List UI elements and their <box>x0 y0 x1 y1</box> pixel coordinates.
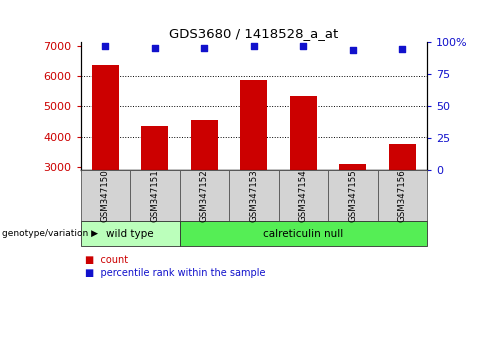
Bar <box>290 96 317 170</box>
Text: calreticulin null: calreticulin null <box>263 229 344 239</box>
Title: GDS3680 / 1418528_a_at: GDS3680 / 1418528_a_at <box>169 27 338 40</box>
Text: GSM347151: GSM347151 <box>150 169 159 222</box>
Point <box>102 44 109 49</box>
Text: wild type: wild type <box>106 229 154 239</box>
Text: ■  count: ■ count <box>85 255 128 265</box>
Text: GSM347156: GSM347156 <box>398 169 407 222</box>
Point <box>201 45 208 50</box>
Point <box>250 44 258 49</box>
Bar <box>191 120 218 170</box>
Bar <box>388 144 416 170</box>
Bar <box>240 80 267 170</box>
Bar <box>339 164 366 170</box>
Text: GSM347150: GSM347150 <box>101 169 110 222</box>
Text: genotype/variation ▶: genotype/variation ▶ <box>2 229 99 238</box>
Point <box>299 44 307 49</box>
Point <box>349 47 357 53</box>
Text: GSM347153: GSM347153 <box>249 169 258 222</box>
Text: GSM347155: GSM347155 <box>348 169 357 222</box>
Point <box>398 46 406 52</box>
Bar <box>92 65 119 170</box>
Point <box>151 45 159 50</box>
Bar <box>141 126 168 170</box>
Text: GSM347154: GSM347154 <box>299 169 308 222</box>
Text: GSM347152: GSM347152 <box>200 169 209 222</box>
Text: ■  percentile rank within the sample: ■ percentile rank within the sample <box>85 268 266 278</box>
